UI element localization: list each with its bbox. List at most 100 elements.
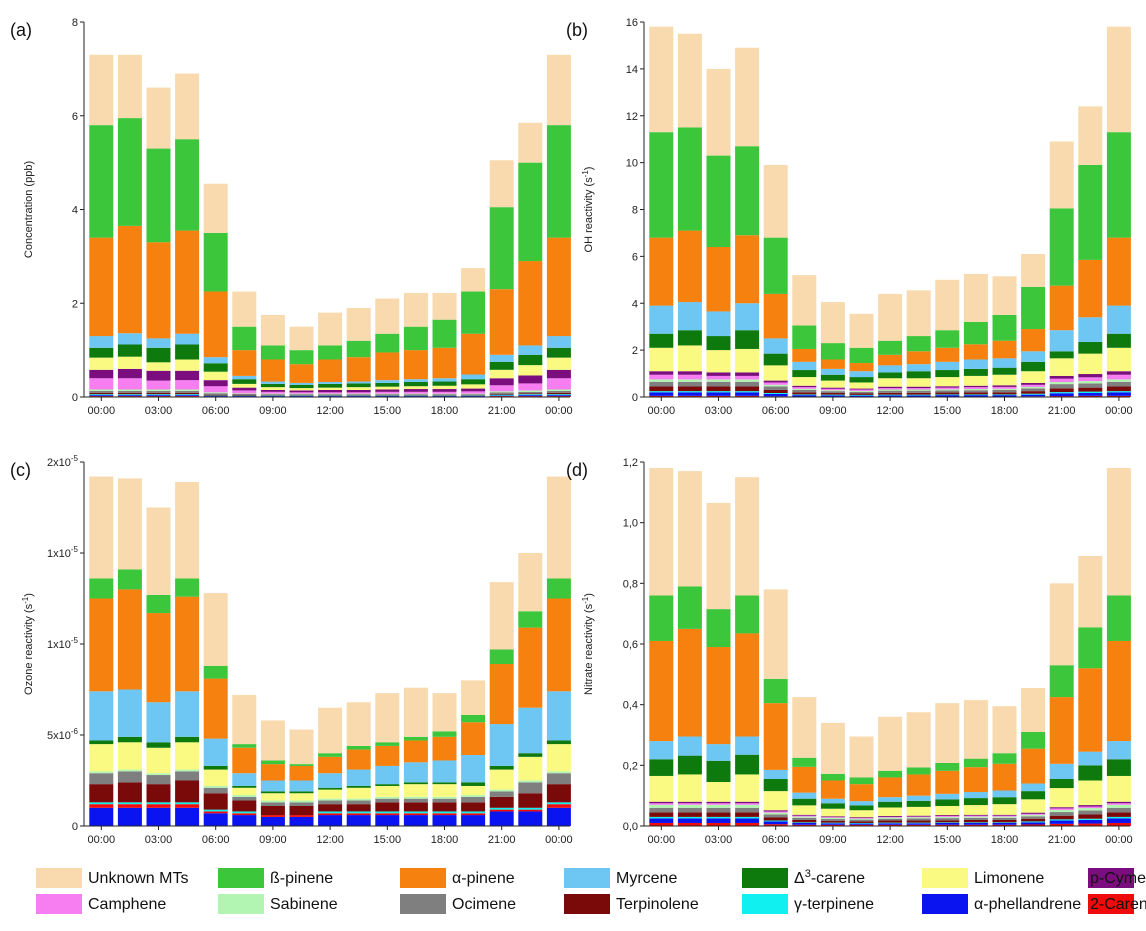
bar-segment-camphene (432, 391, 457, 394)
bar-segment-ocimene (1049, 812, 1074, 816)
bar-segment-limonene (318, 387, 343, 390)
bar-segment-beta-pinene (461, 714, 486, 723)
bar-segment-limonene (461, 785, 486, 796)
bar-segment-camphene (735, 803, 760, 805)
bar-segment-gamma-terpinene (117, 394, 142, 396)
bar-segment-ocimene (289, 802, 314, 806)
bar-segment-unknown-mts (878, 716, 903, 771)
bar-segment-limonene (260, 793, 285, 801)
bar-segment-camphene (963, 387, 988, 390)
bar-segment-gamma-terpinene (1106, 391, 1131, 393)
bar-segment-alpha-pinene (706, 647, 731, 745)
bar-segment-delta3-carene (117, 736, 142, 743)
bar-segment-terpinolene (1078, 814, 1103, 819)
bar-segment-unknown-mts (906, 712, 931, 768)
bar-segment-beta-pinene (1021, 731, 1046, 749)
bar-segment-p-cymene (546, 369, 571, 379)
bar-segment-alpha-phellandrene (735, 392, 760, 396)
bar-segment-ocimene (677, 807, 702, 813)
bar-segment-delta3-carene (706, 336, 731, 351)
bar-segment-2-carene (792, 824, 817, 826)
x-tick-label: 00:00 (648, 834, 676, 846)
bar-segment-terpinolene (375, 802, 400, 812)
bar-segment-p-cymene (89, 369, 114, 379)
bar-segment-alpha-pinene (260, 359, 285, 382)
y-tick-label: 2 (72, 298, 78, 310)
bar-segment-camphene (906, 388, 931, 390)
y-tick-label: 0,6 (623, 639, 638, 651)
bar-segment-p-cymene (792, 814, 817, 816)
bar-segment-alpha-pinene (1049, 697, 1074, 764)
bar-segment-camphene (849, 818, 874, 819)
bar-segment-alpha-pinene (763, 703, 788, 770)
bar-segment-2-carene (735, 822, 760, 826)
bar-segment-beta-pinene (992, 753, 1017, 764)
bar-segment-unknown-mts (117, 54, 142, 119)
bar-segment-sabinene (649, 804, 674, 808)
bar-segment-beta-pinene (1049, 208, 1074, 286)
bar-segment-terpinolene (232, 394, 257, 396)
bar-segment-unknown-mts (849, 313, 874, 348)
bar-segment-ocimene (649, 807, 674, 813)
bar-segment-unknown-mts (1049, 583, 1074, 666)
legend-label-delta3-carene: Δ3-carene (794, 868, 865, 887)
bar-segment-2-carene (1078, 823, 1103, 826)
bar-segment-alpha-phellandrene (735, 818, 760, 823)
bar-segment-myrcene (232, 375, 257, 380)
bar-segment-2-carene (1049, 823, 1074, 826)
bar-segment-limonene (203, 371, 228, 381)
bar-segment-alpha-phellandrene (1049, 820, 1074, 824)
bar-segment-gamma-terpinene (849, 822, 874, 824)
bar-segment-2-carene (763, 824, 788, 826)
bar-segment-p-cymene (677, 371, 702, 375)
bar-segment-p-cymene (735, 372, 760, 376)
bar-segment-beta-pinene (518, 162, 543, 262)
bar-segment-alpha-pinene (461, 333, 486, 375)
bar-segment-p-cymene (461, 388, 486, 392)
bar-segment-unknown-mts (318, 312, 343, 346)
bar-segment-terpinolene (1078, 387, 1103, 392)
bar-segment-beta-pinene (963, 322, 988, 345)
bar-segment-2-carene (735, 395, 760, 397)
bar-segment-beta-pinene (461, 291, 486, 334)
bar-segment-myrcene (1078, 751, 1103, 766)
y-axis-label: Nitrate reactivity (s-1) (581, 593, 595, 695)
bar-segment-terpinolene (346, 804, 371, 812)
x-tick-label: 06:00 (202, 405, 230, 417)
bar-segment-ocimene (432, 394, 457, 396)
bar-segment-myrcene (175, 333, 200, 345)
bar-segment-myrcene (203, 357, 228, 364)
bar-segment-delta3-carene (518, 354, 543, 366)
bar-segment-gamma-terpinene (992, 394, 1017, 396)
bar-segment-alpha-pinene (906, 774, 931, 796)
bar-segment-terpinolene (763, 389, 788, 394)
bar-segment-alpha-phellandrene (1049, 393, 1074, 397)
bar-segment-ocimene (1021, 388, 1046, 392)
y-tick-label: 14 (626, 64, 638, 76)
bar-segment-gamma-terpinene (820, 822, 845, 824)
bar-segment-beta-pinene (1106, 132, 1131, 238)
bar-segment-2-carene (346, 813, 371, 816)
bar-segment-sabinene (318, 798, 343, 801)
bar-segment-p-cymene (849, 388, 874, 390)
bar-segment-delta3-carene (289, 791, 314, 794)
bar-segment-beta-pinene (318, 345, 343, 360)
bar-segment-alpha-pinene (289, 765, 314, 781)
bar-segment-camphene (763, 382, 788, 385)
bar-segment-alpha-pinene (375, 745, 400, 766)
bar-segment-beta-pinene (318, 753, 343, 757)
bar-segment-limonene (935, 805, 960, 816)
bar-segment-alpha-pinene (792, 348, 817, 362)
bar-segment-ocimene (906, 390, 931, 393)
bar-segment-ocimene (1106, 807, 1131, 813)
bar-segment-p-cymene (1106, 801, 1131, 804)
bar-segment-sabinene (878, 817, 903, 819)
legend-label-sabinene: Sabinene (270, 896, 338, 913)
bar-segment-2-carene (1106, 395, 1131, 397)
bar-segment-unknown-mts (706, 68, 731, 156)
bar-segment-sabinene (763, 812, 788, 815)
bar-segment-unknown-mts (677, 33, 702, 128)
bar-segment-unknown-mts (518, 553, 543, 612)
bar-segment-beta-pinene (792, 757, 817, 767)
bar-segment-terpinolene (175, 780, 200, 803)
